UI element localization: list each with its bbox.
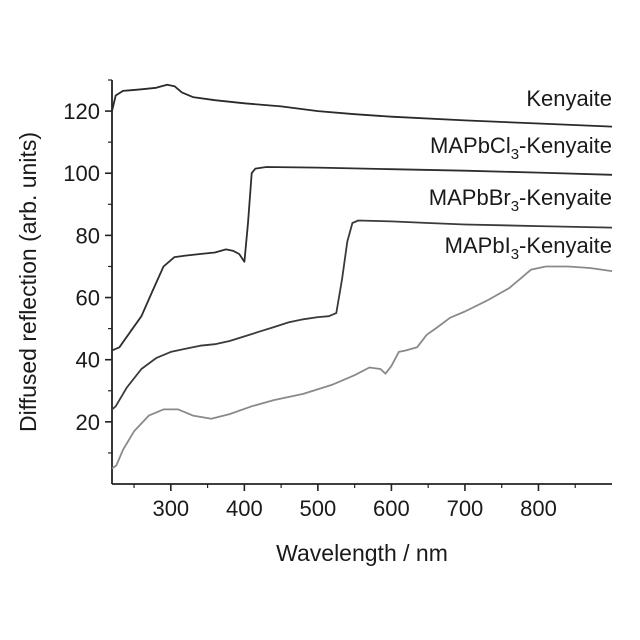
y-tick-label: 40 [76, 348, 100, 373]
x-tick-label: 400 [226, 496, 263, 521]
x-axis-title: Wavelength / nm [276, 540, 448, 566]
series-label-1: Kenyaite [526, 86, 612, 111]
y-tick-label: 80 [76, 223, 100, 248]
series-label-2: MAPbCl3-Kenyaite [430, 133, 612, 163]
x-tick-label: 800 [520, 496, 557, 521]
x-tick-label: 600 [373, 496, 410, 521]
y-tick-label: 120 [63, 99, 100, 124]
y-tick-label: 20 [76, 410, 100, 435]
y-axis-ticks: 20 40 60 80 100 120 [63, 80, 112, 453]
series-line-4 [112, 267, 612, 469]
series-label-4: MAPbI3-Kenyaite [445, 233, 612, 263]
y-tick-label: 60 [76, 286, 100, 311]
y-axis-title: Diffused reflection (arb. units) [15, 132, 41, 432]
x-axis-ticks: 300 400 500 600 700 800 [134, 484, 575, 521]
x-tick-label: 700 [447, 496, 484, 521]
y-tick-label: 100 [63, 161, 100, 186]
series-label-3: MAPbBr3-Kenyaite [429, 185, 612, 215]
x-tick-label: 500 [300, 496, 337, 521]
x-tick-label: 300 [152, 496, 189, 521]
